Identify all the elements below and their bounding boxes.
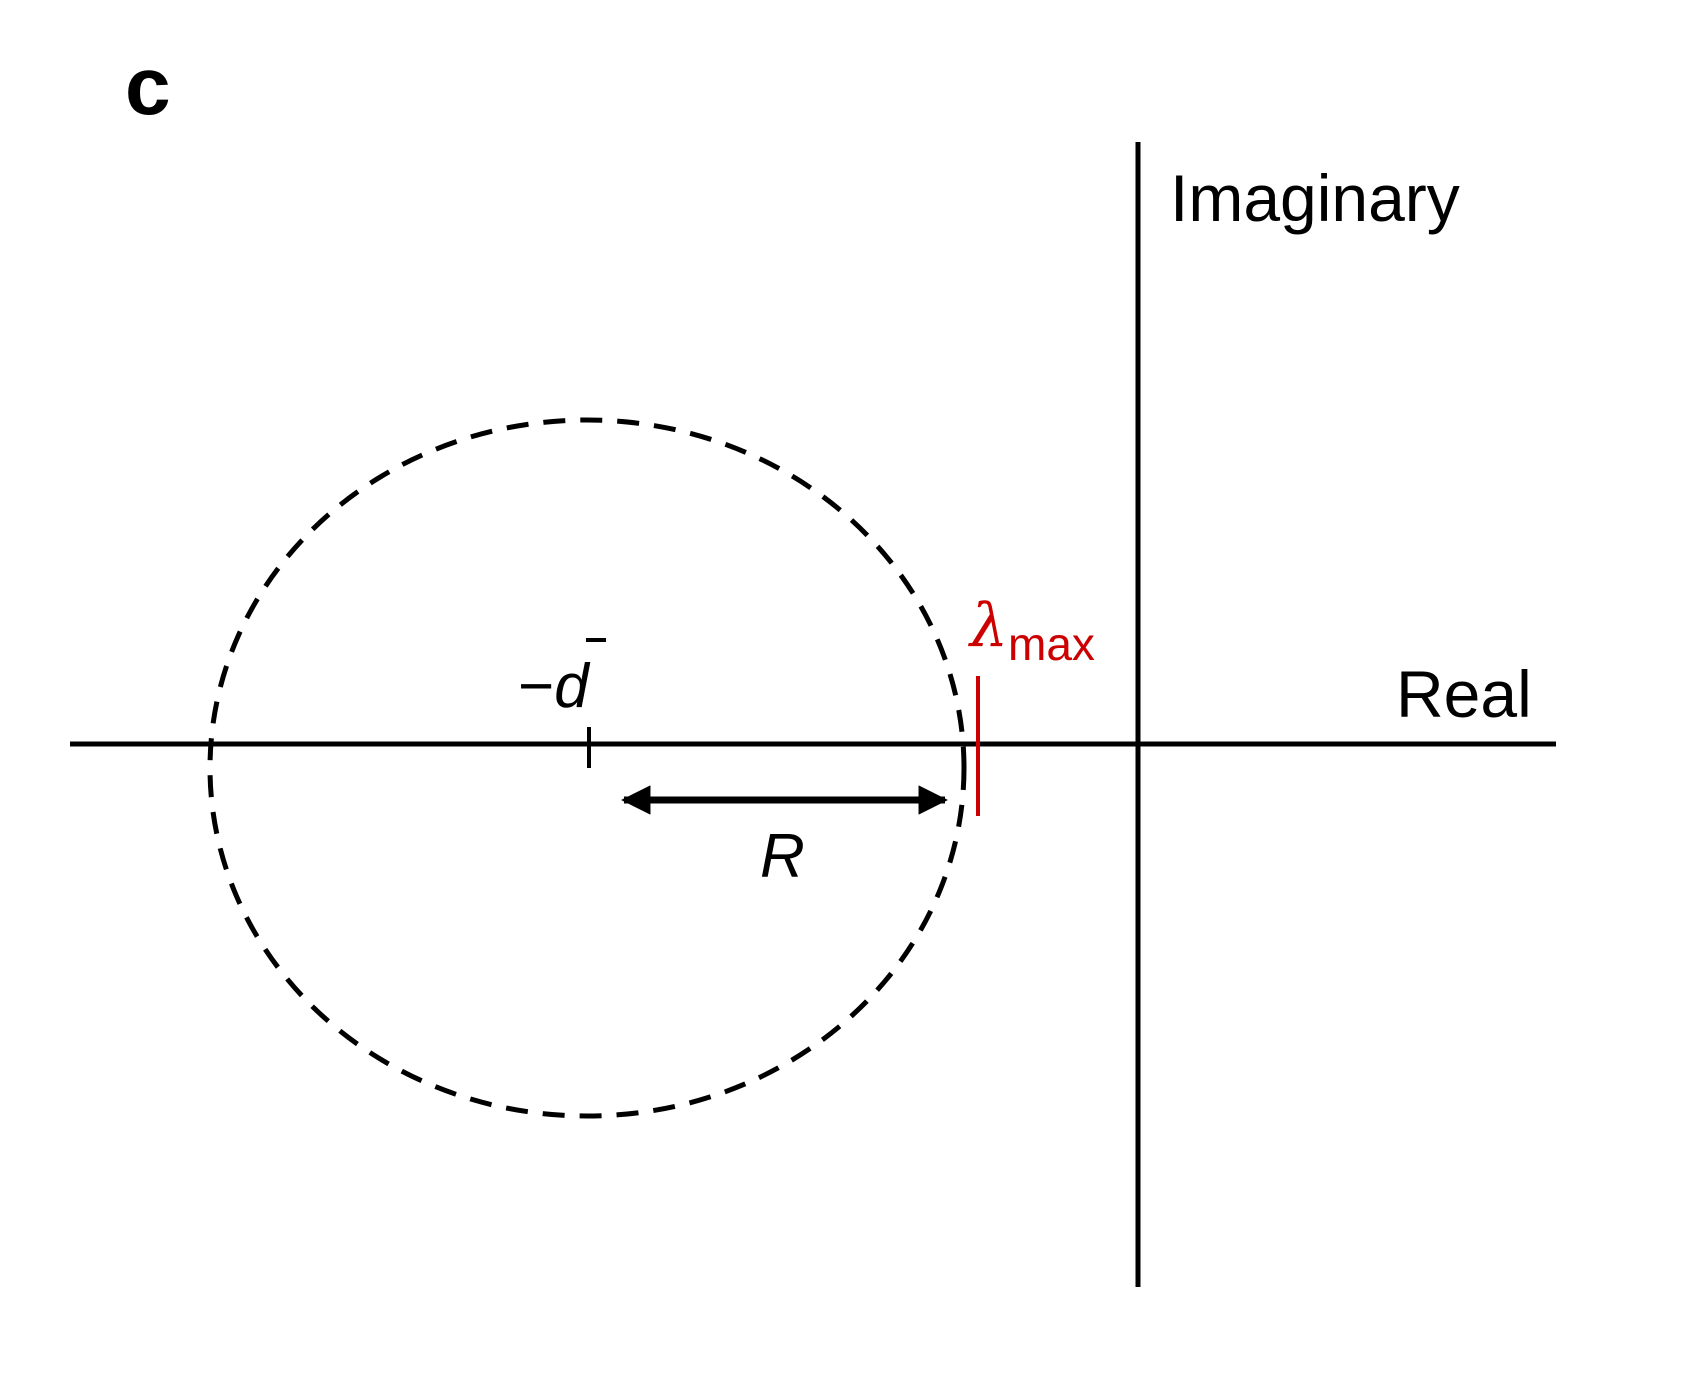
center-label: −d	[518, 652, 591, 721]
dashed-circle	[207, 417, 967, 1119]
lambda-max-label: λmax	[968, 591, 1095, 670]
center-label-symbol: d	[554, 652, 591, 721]
center-label-minus: −	[518, 652, 554, 721]
lambda-subscript: max	[1008, 618, 1095, 670]
imaginary-axis-label: Imaginary	[1170, 161, 1460, 235]
lambda-symbol: λ	[968, 591, 1008, 661]
radius-label: R	[760, 822, 805, 891]
real-axis-label: Real	[1396, 657, 1532, 731]
panel-letter: c	[125, 41, 171, 132]
